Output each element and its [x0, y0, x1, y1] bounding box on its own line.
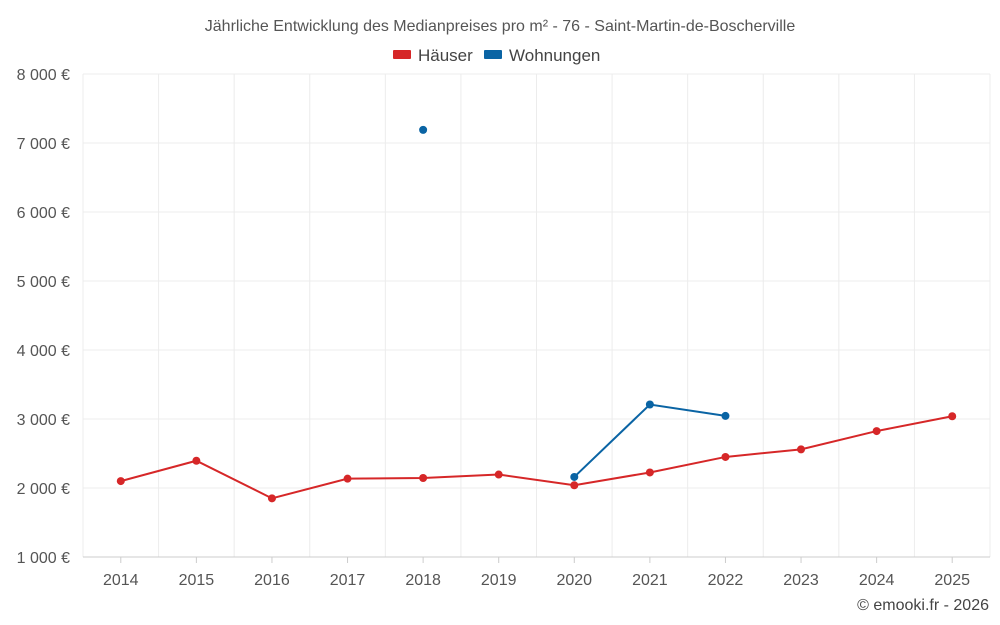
- data-point-haeuser-2014[interactable]: [116, 477, 125, 486]
- series-wohnungen: [419, 125, 730, 481]
- data-point-haeuser-2024[interactable]: [872, 427, 881, 436]
- data-point-wohnungen-2021[interactable]: [645, 400, 654, 409]
- chart-title: Jährliche Entwicklung des Medianpreises …: [205, 18, 796, 35]
- x-tick-label: 2022: [708, 572, 744, 589]
- data-point-wohnungen-2018[interactable]: [419, 125, 428, 134]
- series-haeuser: [116, 412, 957, 503]
- y-tick-label: 5 000 €: [17, 274, 70, 291]
- x-tick-label: 2018: [405, 572, 441, 589]
- y-tick-label: 2 000 €: [17, 481, 70, 498]
- y-tick-label: 7 000 €: [17, 136, 70, 153]
- x-tick-label: 2020: [556, 572, 592, 589]
- x-tick-label: 2021: [632, 572, 668, 589]
- x-tick-label: 2025: [934, 572, 970, 589]
- x-tick-label: 2017: [330, 572, 366, 589]
- x-tick-label: 2015: [179, 572, 215, 589]
- credit-text: © emooki.fr - 2026: [857, 597, 989, 614]
- legend-item-haeuser[interactable]: Häuser: [393, 46, 473, 65]
- x-tick-label: 2016: [254, 572, 290, 589]
- legend-label-haeuser: Häuser: [418, 46, 473, 65]
- y-tick-label: 1 000 €: [17, 550, 70, 567]
- legend-item-wohnungen[interactable]: Wohnungen: [484, 46, 600, 65]
- data-point-haeuser-2022[interactable]: [721, 452, 730, 461]
- legend-swatch-haeuser: [393, 50, 411, 59]
- data-point-haeuser-2023[interactable]: [797, 445, 806, 454]
- data-point-haeuser-2019[interactable]: [494, 470, 503, 479]
- y-tick-label: 6 000 €: [17, 205, 70, 222]
- data-point-haeuser-2025[interactable]: [948, 412, 957, 421]
- series-line-haeuser: [120, 415, 953, 500]
- axes: 1 000 € 2 000 € 3 000 € 4 000 € 5 000 € 6 000…: [17, 67, 990, 589]
- legend[interactable]: Häuser Wohnungen: [393, 46, 600, 65]
- data-point-haeuser-2021[interactable]: [645, 468, 654, 477]
- data-point-haeuser-2016[interactable]: [267, 494, 276, 503]
- series: [116, 125, 957, 503]
- y-tick-label: 3 000 €: [17, 412, 70, 429]
- y-tick-label: 8 000 €: [17, 67, 70, 84]
- data-point-haeuser-2017[interactable]: [343, 474, 352, 483]
- x-tick-label: 2014: [103, 572, 139, 589]
- data-point-wohnungen-2022[interactable]: [721, 411, 730, 420]
- x-tick-label: 2024: [859, 572, 895, 589]
- legend-label-wohnungen: Wohnungen: [509, 46, 600, 65]
- x-tick-label: 2023: [783, 572, 819, 589]
- x-tick-label: 2019: [481, 572, 517, 589]
- data-point-haeuser-2018[interactable]: [419, 473, 428, 482]
- y-tick-label: 4 000 €: [17, 343, 70, 360]
- legend-swatch-wohnungen: [484, 50, 502, 59]
- grid: [82, 73, 991, 557]
- data-point-haeuser-2020[interactable]: [570, 481, 579, 490]
- series-line-wohnungen: [573, 403, 726, 478]
- data-point-wohnungen-2020[interactable]: [570, 472, 579, 481]
- data-point-haeuser-2015[interactable]: [192, 456, 201, 465]
